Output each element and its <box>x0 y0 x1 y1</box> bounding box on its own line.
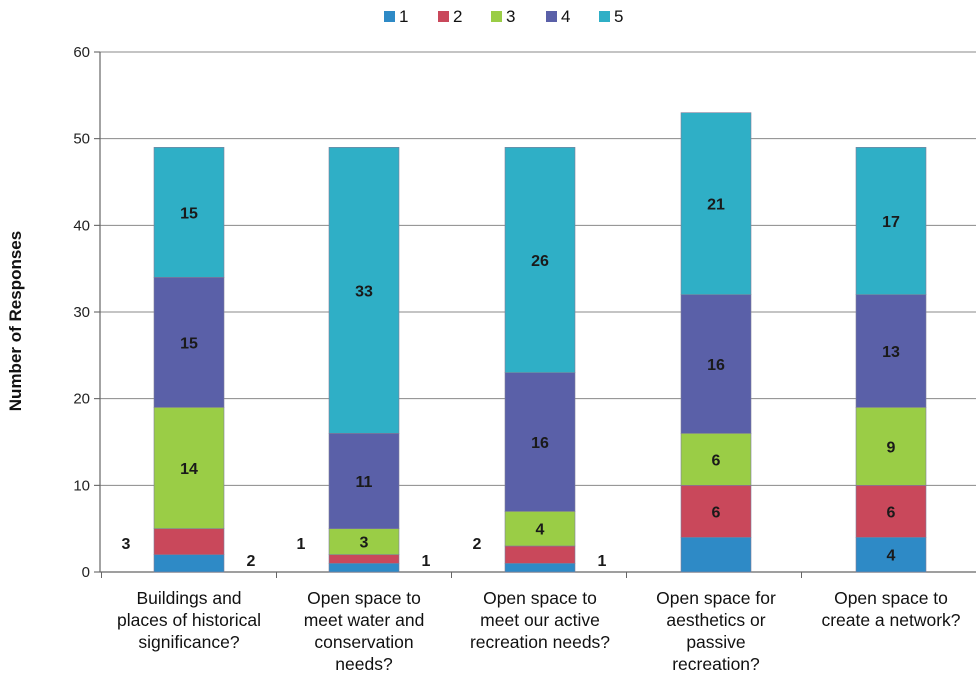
data-label-outside: 1 <box>297 536 306 553</box>
y-tick-label: 30 <box>73 304 90 321</box>
category-label-line: create a network? <box>821 610 960 630</box>
y-tick-label: 60 <box>73 44 90 61</box>
category-label-line: needs? <box>335 654 393 674</box>
category-label-line: aesthetics or <box>666 610 765 630</box>
bar-segment-series-5 <box>328 147 400 434</box>
bar-segment-series-5 <box>855 147 927 295</box>
data-label: 33 <box>355 283 373 300</box>
legend-label: 2 <box>453 7 462 26</box>
legend-swatch-4 <box>546 11 557 22</box>
data-label: 6 <box>712 452 721 469</box>
y-tick-label: 50 <box>73 131 90 148</box>
data-label: 13 <box>882 344 900 361</box>
y-axis-label: Number of Responses <box>6 231 25 411</box>
data-label-outside: 2 <box>473 536 482 553</box>
data-label-outside: 1 <box>422 553 431 570</box>
bar-segment-series-5 <box>504 147 576 373</box>
data-label: 6 <box>887 504 896 521</box>
bar-segment-series-4 <box>680 294 752 434</box>
legend-label: 5 <box>614 7 623 26</box>
category-labels: Buildings and places of historical signifi… <box>117 588 961 674</box>
category-label-line: meet water and <box>304 610 425 630</box>
data-label: 6 <box>712 504 721 521</box>
bar-segment-series-4 <box>855 294 927 408</box>
y-tick-label: 20 <box>73 391 90 408</box>
bar-segment-series-3 <box>328 528 400 555</box>
bar-segment-series-1 <box>153 554 225 573</box>
category-label: Buildings and places of historical signifi… <box>117 588 261 652</box>
data-label: 4 <box>536 522 545 539</box>
data-label: 17 <box>882 214 900 231</box>
data-label: 16 <box>531 435 549 452</box>
category-label-line: meet our active <box>480 610 600 630</box>
data-label: 15 <box>180 205 198 222</box>
category-label-line: Open space for <box>656 588 776 608</box>
category-label-line: Buildings and <box>136 588 241 608</box>
category-label-line: conservation <box>314 632 413 652</box>
bar-segment-series-3 <box>855 407 927 486</box>
category-label-line: Open space to <box>307 588 421 608</box>
legend-swatch-1 <box>384 11 395 22</box>
legend-swatch-2 <box>438 11 449 22</box>
bar-segment-series-2 <box>680 485 752 538</box>
legend-label: 1 <box>399 7 408 26</box>
category-label: Open space to create a network? <box>821 588 960 630</box>
y-tick-label: 10 <box>73 477 90 494</box>
category-label: Open space to meet water and conservation n… <box>304 588 425 674</box>
data-label: 16 <box>707 357 725 374</box>
bar-segment-series-2 <box>328 554 400 564</box>
category-label-line: Open space to <box>483 588 597 608</box>
data-label: 11 <box>356 474 373 491</box>
data-label-outside: 2 <box>247 553 256 570</box>
category-label-line: passive <box>686 632 745 652</box>
category-label-line: recreation needs? <box>470 632 610 652</box>
legend-swatch-5 <box>599 11 610 22</box>
bar-segment-series-3 <box>153 407 225 529</box>
bar-segment-series-5 <box>680 112 752 295</box>
bar-segment-series-4 <box>153 277 225 408</box>
bar-segment-series-1 <box>680 537 752 573</box>
legend-swatch-3 <box>491 11 502 22</box>
y-tick-label: 0 <box>82 564 90 581</box>
category-label: Open space for aesthetics or passive recrea… <box>656 588 776 674</box>
bar-segment-series-1 <box>504 563 576 573</box>
data-label: 14 <box>180 461 198 478</box>
category-label-line: significance? <box>138 632 239 652</box>
category-label: Open space to meet our active recreation n… <box>470 588 610 652</box>
data-label: 3 <box>360 535 369 552</box>
bar-segment-series-1 <box>328 563 400 573</box>
bar-segment-series-1 <box>855 537 927 573</box>
y-tick-label: 40 <box>73 217 90 234</box>
category-label-line: recreation? <box>672 654 760 674</box>
bar-segment-series-2 <box>153 528 225 555</box>
bar-segment-series-5 <box>153 147 225 278</box>
data-label: 4 <box>887 548 896 565</box>
data-label: 21 <box>707 197 725 214</box>
data-label-outside: 1 <box>598 553 607 570</box>
legend: 1 2 3 4 5 <box>384 7 623 26</box>
data-label-outside: 3 <box>122 536 131 553</box>
data-label: 15 <box>180 335 198 352</box>
category-label-line: Open space to <box>834 588 948 608</box>
bar-segment-series-4 <box>328 433 400 529</box>
bar-segment-series-3 <box>680 433 752 486</box>
bars <box>153 112 927 573</box>
data-label: 9 <box>887 439 896 456</box>
category-label-line: places of historical <box>117 610 261 630</box>
bar-segment-series-4 <box>504 372 576 512</box>
data-label: 26 <box>531 253 549 270</box>
bar-segment-series-2 <box>504 545 576 564</box>
legend-label: 4 <box>561 7 570 26</box>
legend-label: 3 <box>506 7 515 26</box>
